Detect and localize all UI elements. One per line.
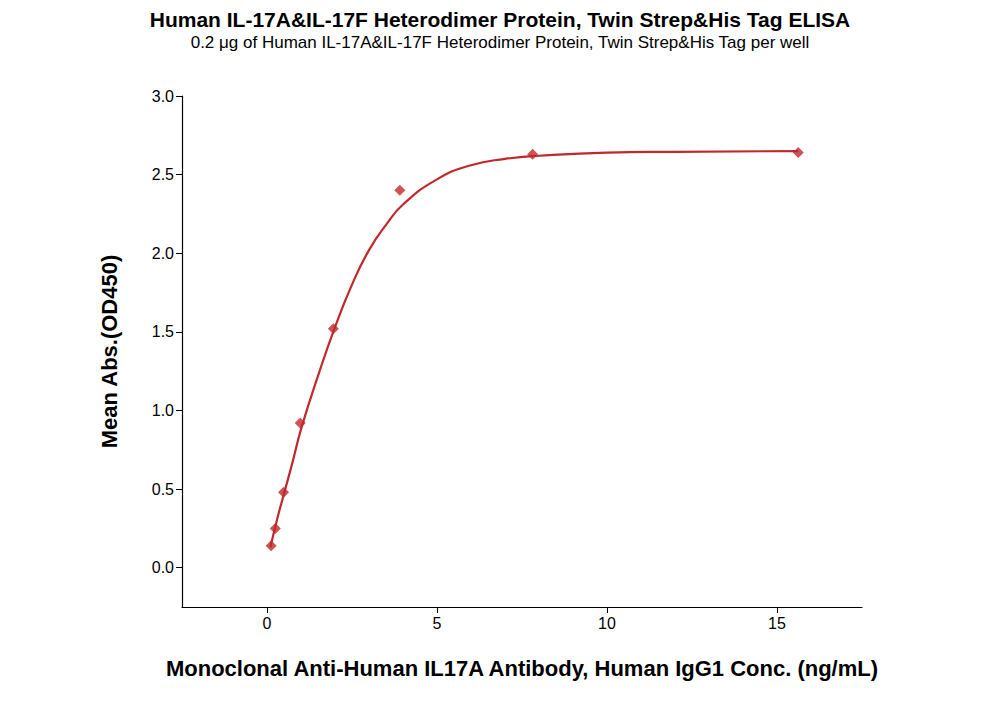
svg-text:Monoclonal Anti-Human IL17A An: Monoclonal Anti-Human IL17A Antibody, Hu… — [166, 656, 878, 681]
svg-text:1.5: 1.5 — [152, 323, 174, 340]
svg-text:0.5: 0.5 — [152, 481, 174, 498]
svg-text:Mean Abs.(OD450): Mean Abs.(OD450) — [97, 255, 122, 449]
svg-text:10: 10 — [598, 615, 616, 632]
svg-text:5: 5 — [433, 615, 442, 632]
svg-text:1.0: 1.0 — [152, 402, 174, 419]
svg-text:2.0: 2.0 — [152, 245, 174, 262]
svg-text:3.0: 3.0 — [152, 88, 174, 105]
svg-text:15: 15 — [768, 615, 786, 632]
svg-text:2.5: 2.5 — [152, 166, 174, 183]
svg-text:0: 0 — [263, 615, 272, 632]
svg-text:Human IL-17A&IL-17F Heterodime: Human IL-17A&IL-17F Heterodimer Protein,… — [150, 8, 851, 31]
svg-text:0.0: 0.0 — [152, 559, 174, 576]
svg-text:0.2 μg of Human IL-17A&IL-17F: 0.2 μg of Human IL-17A&IL-17F Heterodime… — [191, 33, 810, 52]
